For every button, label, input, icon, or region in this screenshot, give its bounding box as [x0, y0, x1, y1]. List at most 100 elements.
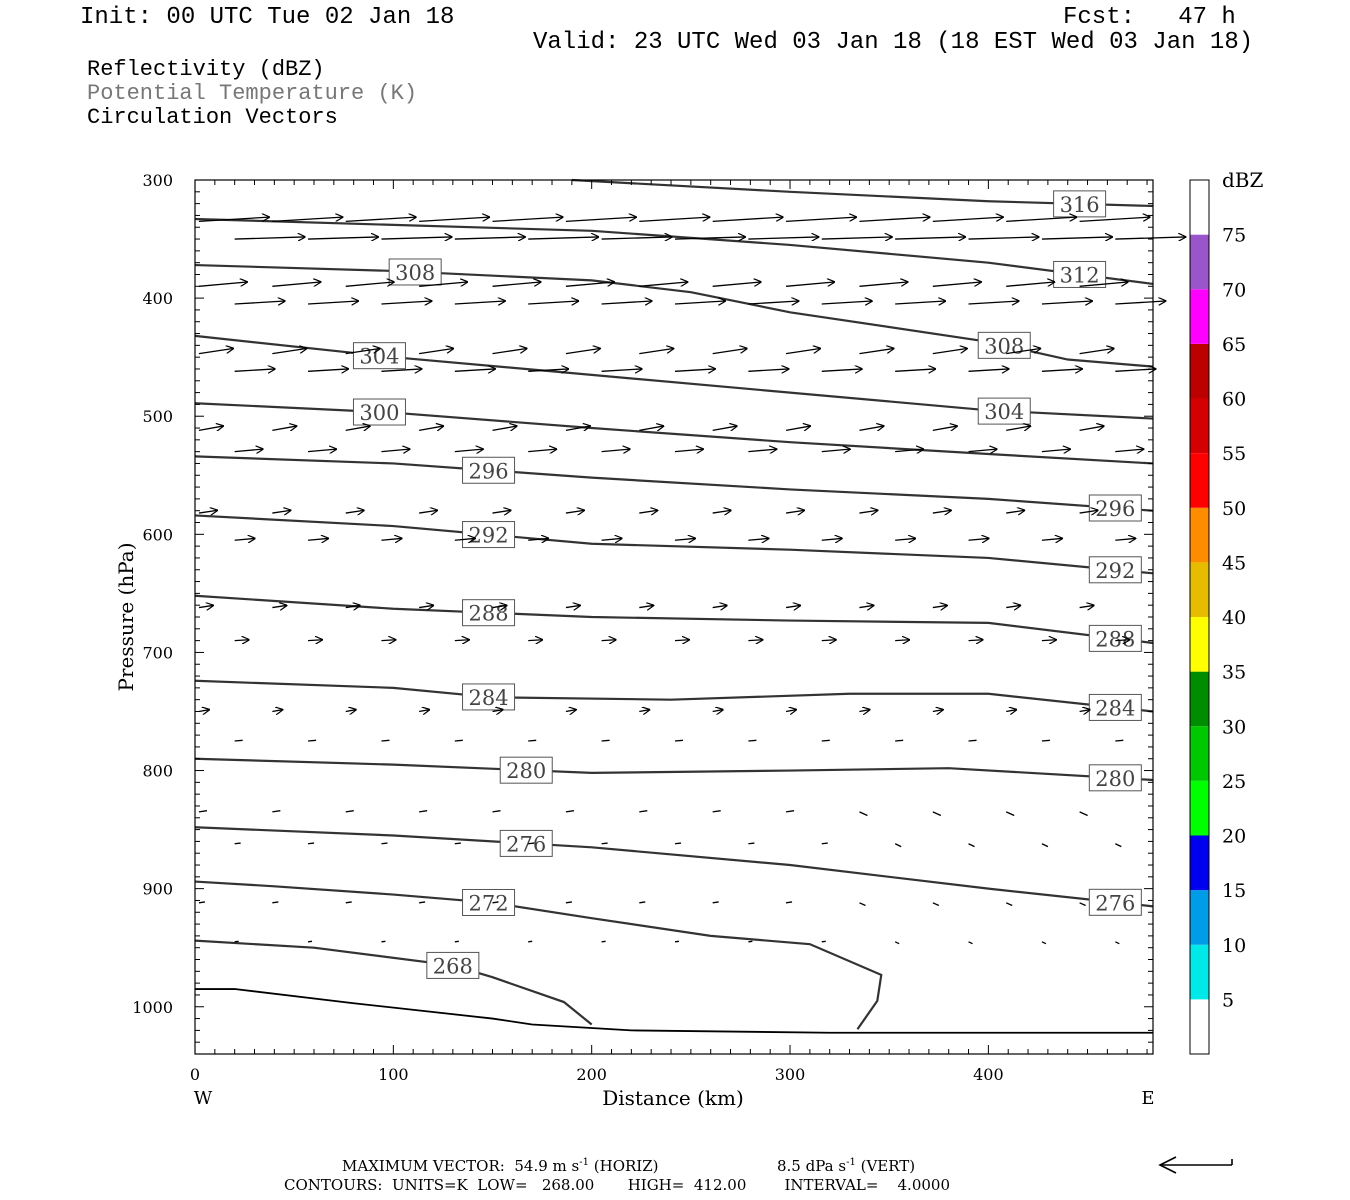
- terrain-layer: [195, 988, 1153, 1034]
- isentrope-268: [194, 939, 593, 1026]
- circulation-vector: [748, 449, 776, 452]
- svg-text:276: 276: [1095, 891, 1135, 915]
- circulation-vector: [639, 605, 653, 607]
- circulation-vector: [1115, 739, 1124, 742]
- valid-time: Valid: 23 UTC Wed 03 Jan 18 (18 EST Wed …: [533, 29, 1254, 56]
- circulation-vector: [932, 426, 957, 430]
- circulation-vector: [785, 810, 795, 813]
- circulation-vector: [712, 426, 737, 430]
- circulation-vector: [1006, 426, 1030, 430]
- max-vector-arrow: [1158, 1156, 1233, 1174]
- y-axis-label: Pressure (hPa): [114, 543, 138, 692]
- circulation-vector: [307, 538, 328, 540]
- colorbar-label: 20: [1222, 826, 1246, 848]
- circulation-vector: [492, 217, 563, 222]
- circulation-vector: [198, 810, 208, 813]
- svg-text:272: 272: [469, 891, 509, 915]
- circulation-vector: [895, 301, 945, 304]
- terrain-line: [195, 988, 1153, 1034]
- circulation-vector: [419, 426, 443, 430]
- circulation-vector: [1006, 217, 1076, 222]
- svg-text:292: 292: [1095, 559, 1135, 583]
- plot-frame: [194, 179, 1154, 1055]
- circulation-vector: [859, 349, 893, 355]
- isentrope-272: [194, 880, 883, 1030]
- colorbar-segment: [1190, 944, 1209, 1000]
- y-tick-label: 600: [142, 525, 173, 544]
- circulation-vector: [381, 369, 421, 371]
- circulation-vector: [968, 538, 989, 540]
- circulation-vector: [712, 510, 731, 513]
- circulation-vector: [565, 349, 600, 355]
- circulation-vector: [895, 640, 909, 641]
- circulation-vector: [528, 538, 548, 540]
- x-tick-label: 0: [190, 1065, 200, 1084]
- circulation-vector: [454, 449, 483, 452]
- circulation-vector: [528, 369, 568, 371]
- max-vector-vertical: 8.5 dPa s: [777, 1157, 847, 1175]
- circulation-vector: [748, 538, 768, 540]
- contour-info: CONTOURS: UNITS=K LOW= 268.00 HIGH= 412.…: [284, 1176, 950, 1194]
- circulation-vector: [528, 301, 578, 304]
- svg-text:288: 288: [469, 602, 509, 626]
- field-potential-temperature: Potential Temperature (K): [87, 81, 418, 106]
- colorbar-segment: [1190, 890, 1209, 945]
- max-vector-horizontal: 54.9 m s: [514, 1157, 580, 1175]
- circulation-vector: [895, 237, 965, 239]
- colorbar-label: 10: [1222, 935, 1246, 957]
- circulation-vector: [968, 301, 1019, 304]
- circulation-vector: [492, 605, 507, 607]
- circulation-vector: [454, 842, 461, 845]
- max-vector-vertical-units: (VERT): [860, 1157, 916, 1175]
- circulation-vector: [785, 901, 793, 904]
- isentrope-312: [194, 217, 1154, 286]
- circulation-vector: [492, 710, 503, 712]
- circulation-vector: [345, 349, 380, 355]
- circulation-vector: [565, 217, 636, 222]
- circulation-vector: [234, 842, 241, 845]
- axes-layer: 300 400 500 600 700 800 900 1000 0 100 200 300 400: [132, 171, 1153, 1084]
- init-time: Init: 00 UTC Tue 02 Jan 18: [80, 4, 455, 31]
- circulation-vector: [1041, 640, 1056, 641]
- circulation-vector: [381, 842, 388, 845]
- circulation-vector: [307, 739, 317, 742]
- circulation-vector: [859, 811, 868, 817]
- colorbar-label: 30: [1222, 716, 1246, 738]
- circulation-vector: [821, 739, 830, 742]
- colorbar-label: 45: [1222, 552, 1246, 574]
- x-end-label-east: E: [1141, 1088, 1154, 1109]
- y-tick-label: 300: [142, 171, 173, 190]
- circulation-vector: [1079, 426, 1104, 430]
- circulation-vector: [1005, 811, 1015, 817]
- circulation-vector: [419, 710, 429, 712]
- circulation-vector: [932, 710, 943, 712]
- circulation-vector: [601, 449, 630, 452]
- circulation-vector: [639, 710, 649, 712]
- svg-text:292: 292: [469, 524, 509, 548]
- x-tick-label: 100: [378, 1065, 409, 1084]
- isentrope-label-304: 304: [352, 342, 406, 370]
- circulation-vector: [859, 282, 907, 287]
- circulation-vector: [198, 349, 233, 355]
- circulation-vector: [272, 901, 279, 904]
- circulation-vector: [419, 282, 467, 287]
- svg-text:296: 296: [469, 459, 509, 483]
- circulation-vector: [894, 843, 902, 848]
- circulation-vector: [1006, 349, 1040, 355]
- circulation-vector: [748, 842, 755, 845]
- colorbar-segment: [1190, 617, 1209, 672]
- circulation-vector: [1079, 510, 1098, 513]
- isentrope-label-304: 304: [977, 397, 1031, 425]
- circulation-vector: [419, 217, 489, 222]
- circulation-vector: [198, 282, 247, 287]
- svg-text:300: 300: [359, 401, 399, 425]
- circulation-vector: [674, 640, 689, 641]
- circulation-vector: [748, 369, 788, 371]
- circulation-vector: [454, 369, 495, 371]
- circulation-vector: [1006, 282, 1054, 287]
- circulation-vector: [381, 237, 451, 239]
- svg-text:312: 312: [1060, 263, 1100, 287]
- svg-text:276: 276: [506, 832, 546, 856]
- circulation-vector: [565, 710, 576, 712]
